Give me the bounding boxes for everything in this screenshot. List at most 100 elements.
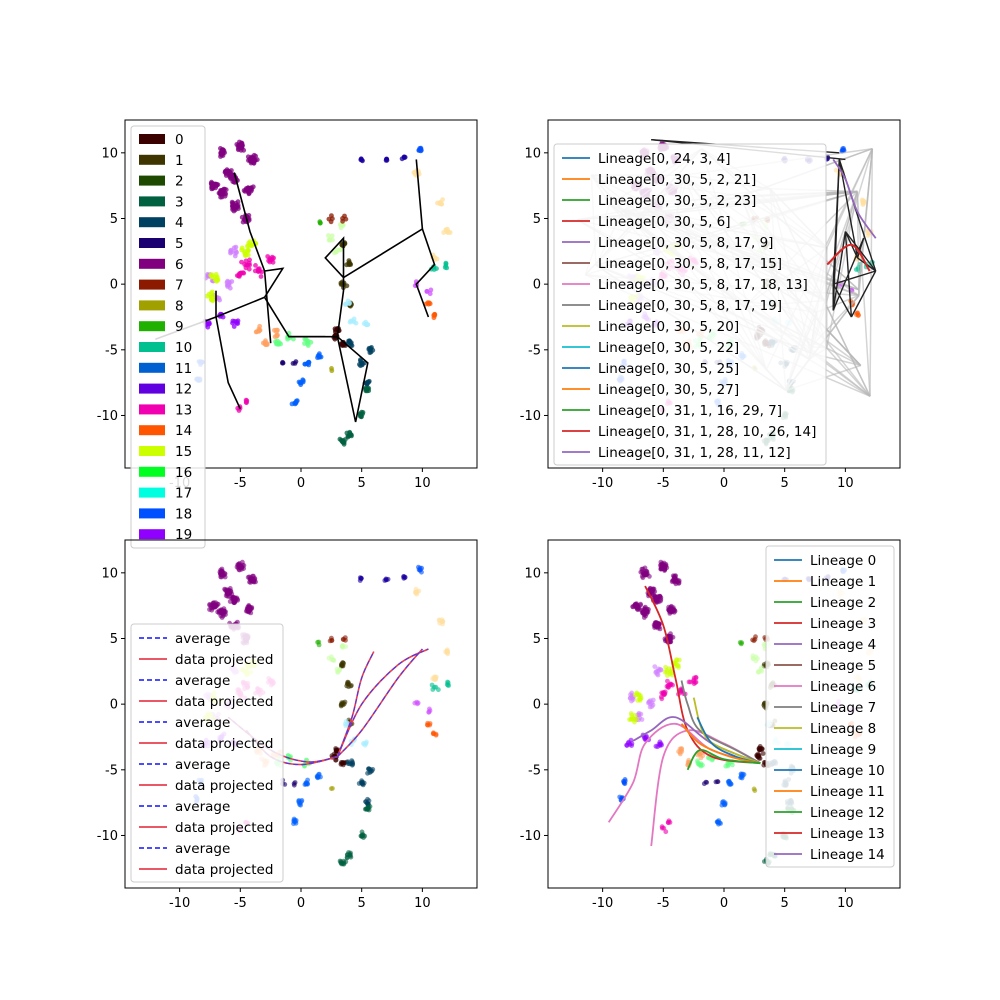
cell-point [431, 674, 437, 680]
cell-point [245, 247, 251, 253]
x-tick-label: 10 [837, 896, 854, 911]
cell-point [257, 323, 263, 329]
cell-point [349, 758, 355, 763]
cell-point [642, 572, 648, 578]
cell-point [256, 267, 262, 273]
cell-point [666, 608, 672, 614]
cell-point [753, 654, 759, 660]
cell-point [343, 719, 349, 724]
cell-point [740, 771, 745, 777]
average-curve [336, 648, 423, 758]
cell-point [716, 821, 721, 827]
graph-edge [825, 191, 859, 349]
legend-swatch [139, 342, 165, 352]
graph-edge [838, 159, 859, 259]
legend-label: Lineage 9 [810, 742, 876, 758]
cell-point [337, 247, 343, 253]
legend-label: 19 [175, 527, 192, 543]
legend-top-right: Lineage[0, 24, 3, 4] Lineage[0, 30, 5, 2,… [553, 143, 827, 466]
cell-point [330, 216, 335, 222]
tree-edge [263, 296, 369, 423]
cell-point [234, 320, 240, 326]
y-axis: -10 -5 0 5 10 [520, 146, 548, 424]
tree-edge [324, 236, 345, 337]
legend-label: Lineage 8 [810, 721, 876, 737]
cell-point [234, 203, 240, 209]
cell-point [204, 293, 210, 299]
cell-point [343, 723, 349, 729]
legend-label: Lineage 11 [810, 784, 885, 800]
cell-point [206, 320, 212, 325]
cell-point [258, 274, 264, 279]
cell-point [269, 257, 275, 262]
cell-point [225, 278, 231, 284]
legend-label: Lineage 7 [810, 700, 876, 716]
cell-point [340, 223, 346, 229]
legend-label: 0 [175, 132, 184, 148]
cell-point [433, 732, 439, 738]
x-tick-label: -10 [169, 896, 190, 911]
lineage-curve [692, 697, 761, 765]
tree-edge [415, 159, 424, 230]
cell-point [652, 664, 658, 669]
tree-edge [233, 172, 272, 344]
legend-label: 11 [175, 361, 192, 377]
legend-label: 3 [175, 194, 184, 210]
cell-point [359, 829, 365, 835]
cell-point [359, 780, 364, 786]
legend-label: average [175, 673, 230, 689]
average-curve [336, 651, 375, 757]
cell-point [697, 751, 703, 757]
cell-point [348, 850, 353, 856]
cell-point [296, 379, 302, 385]
x-tick-label: 5 [358, 476, 366, 491]
legend-label: data projected [175, 736, 273, 752]
cell-point [418, 567, 423, 573]
x-axis: -10 -5 0 5 10 [592, 468, 854, 491]
cell-point [716, 818, 722, 823]
x-tick-label: -5 [234, 896, 247, 911]
cell-point [444, 648, 450, 654]
legend-label: Lineage[0, 30, 5, 22] [598, 340, 739, 356]
cell-point [639, 569, 645, 574]
cell-point [230, 320, 235, 326]
cell-point [214, 181, 220, 187]
legend-label: Lineage[0, 30, 5, 6] [598, 214, 731, 230]
cell-point [222, 571, 228, 577]
x-tick-label: 5 [781, 476, 789, 491]
cell-point [233, 244, 239, 250]
legend-label: 5 [175, 236, 184, 252]
legend-label: Lineage 4 [810, 637, 876, 653]
cell-point [664, 669, 670, 675]
y-axis: -10 -5 0 5 10 [520, 566, 548, 844]
cell-point [343, 301, 348, 307]
cell-point [334, 666, 340, 672]
cell-point [215, 277, 221, 283]
y-tick-label: -5 [528, 763, 541, 778]
y-tick-label: 5 [533, 632, 541, 647]
cell-point [676, 749, 681, 754]
cell-point [218, 567, 224, 573]
cell-point [326, 233, 331, 238]
cell-point [672, 608, 678, 614]
cell-point [292, 361, 298, 366]
cell-point [225, 284, 231, 289]
legend-label: 6 [175, 257, 184, 273]
cell-point [428, 287, 434, 293]
cell-point [274, 341, 279, 347]
cell-point [722, 801, 728, 807]
legend-label: Lineage 13 [810, 826, 885, 842]
cell-point [348, 262, 354, 267]
graph-edge [826, 347, 871, 397]
y-tick-label: 10 [101, 146, 118, 161]
cell-point [401, 154, 407, 160]
cell-point [424, 289, 430, 294]
cell-point [293, 818, 299, 823]
cell-point [361, 321, 367, 326]
legend-swatch [139, 300, 165, 311]
legend-swatch [139, 362, 165, 373]
legend-bottom-right: Lineage 0 Lineage 1 Lineage 2 Lineage 3 Line… [765, 545, 895, 868]
cell-point [231, 600, 237, 606]
cell-point [328, 786, 334, 791]
cell-point [340, 642, 346, 648]
